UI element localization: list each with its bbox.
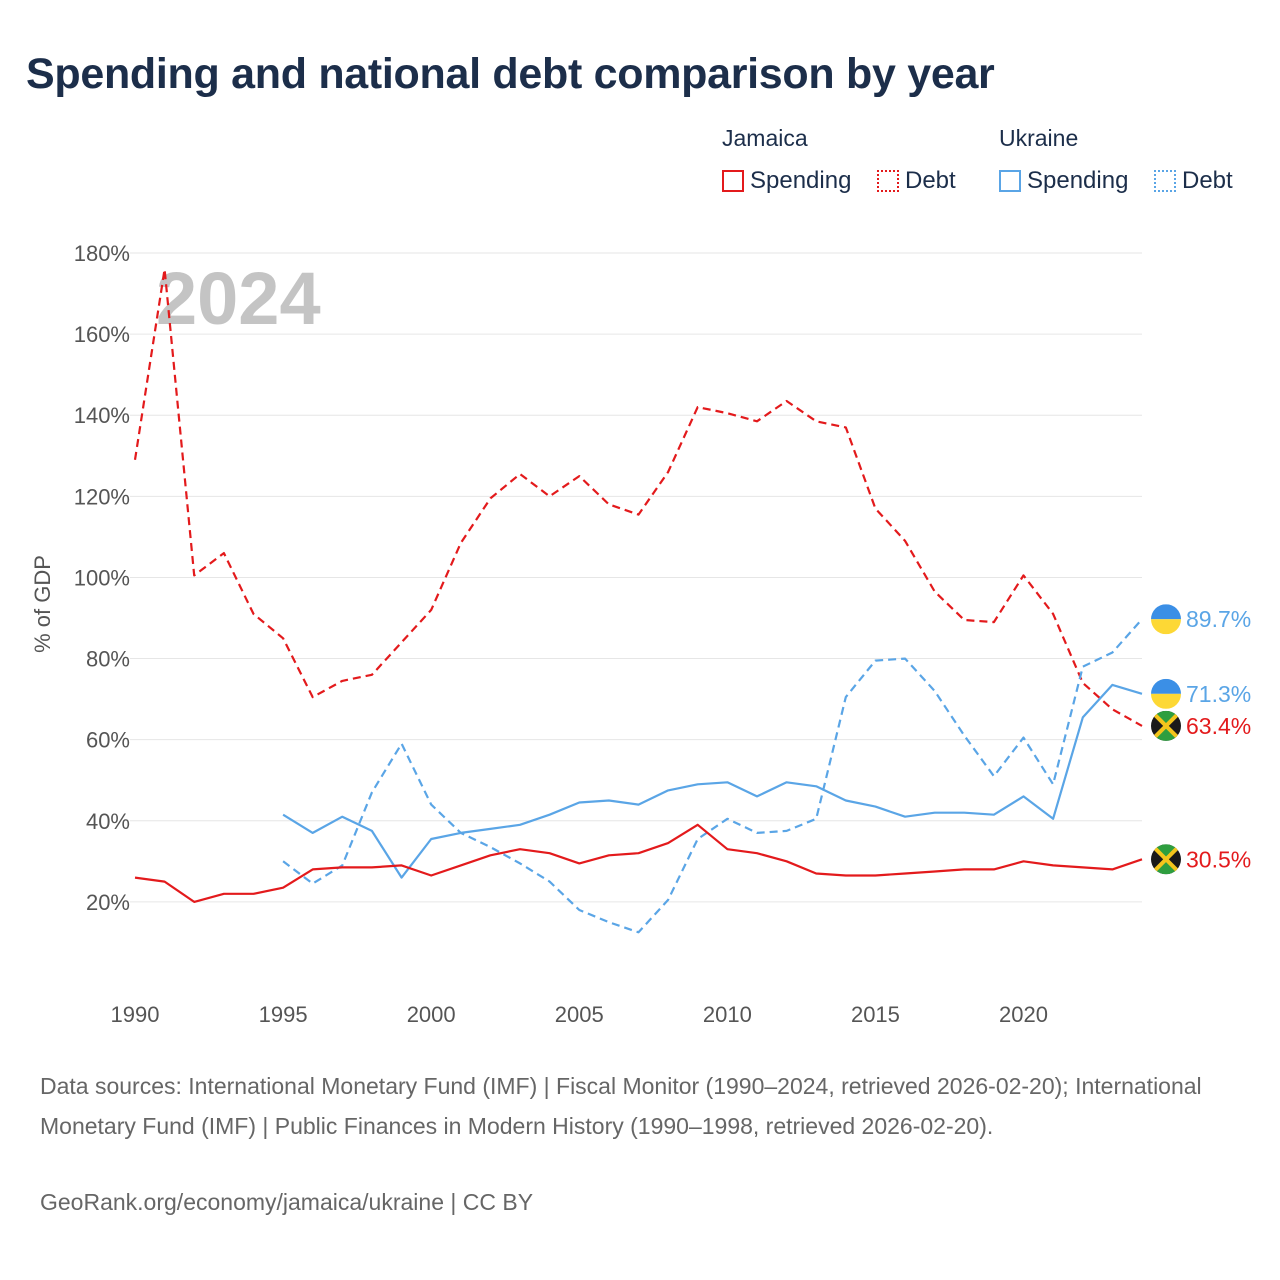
legend-swatch-solid-icon (722, 170, 744, 192)
legend-item-jamaica-spending[interactable]: Spending (722, 167, 851, 195)
series-line-ukraine-debt (282, 618, 1143, 934)
legend-item-jamaica-debt[interactable]: Debt (877, 167, 956, 195)
y-tick-label: 160% (74, 322, 130, 347)
y-tick-label: 60% (86, 728, 130, 753)
ukraine-flag-icon (1151, 604, 1181, 635)
legend-title-ukraine: Ukraine (999, 125, 1079, 151)
x-tick-label: 2005 (555, 1002, 604, 1027)
y-tick-label: 40% (86, 809, 130, 834)
end-value-label: 71.3% (1186, 681, 1251, 707)
grid-lines (130, 252, 1142, 903)
ukraine-flag-icon (1151, 678, 1181, 709)
legend-label: Spending (750, 167, 852, 194)
x-tick-label: 2010 (703, 1002, 752, 1027)
end-value-label: 30.5% (1186, 846, 1251, 872)
legend-title-jamaica: Jamaica (722, 125, 808, 151)
legend-swatch-solid-icon (999, 170, 1021, 192)
legend-swatch-dotted-icon (877, 170, 899, 192)
y-tick-label: 140% (74, 403, 130, 428)
legend-label: Debt (905, 167, 956, 194)
x-tick-label: 2020 (999, 1002, 1048, 1027)
chart-title: Spending and national debt comparison by… (26, 50, 995, 98)
x-axis-tick-labels: 1990 1995 2000 2005 2010 2015 2020 (111, 1002, 1048, 1027)
y-tick-label: 180% (74, 241, 130, 266)
end-value-label: 63.4% (1186, 713, 1251, 739)
end-value-label: 89.7% (1186, 606, 1251, 632)
line-chart: 20%40%60%80%100%120%140%160%180% 1990 199… (30, 241, 1251, 1027)
y-axis-tick-labels: 20% 40% 60% 80% 100% 120% 140% 160% 180% (74, 241, 130, 915)
jamaica-flag-icon (1151, 844, 1181, 875)
series-line-ukraine-spending (282, 683, 1143, 879)
legend-label: Debt (1182, 167, 1233, 194)
y-tick-label: 120% (74, 484, 130, 509)
series-line-jamaica-debt (133, 268, 1143, 727)
legend-item-ukraine-debt[interactable]: Debt (1154, 167, 1233, 195)
x-tick-label: 1995 (259, 1002, 308, 1027)
year-watermark: 2024 (156, 257, 321, 340)
y-tick-label: 20% (86, 890, 130, 915)
x-tick-label: 2015 (851, 1002, 900, 1027)
y-tick-label: 80% (86, 647, 130, 672)
end-markers: 63.4% 89.7% 71.3% 30.5% (1151, 604, 1251, 875)
x-tick-label: 1990 (111, 1002, 160, 1027)
data-sources: Data sources: International Monetary Fun… (40, 1073, 1202, 1139)
legend-label: Spending (1027, 167, 1129, 194)
series-line-jamaica-spending (134, 823, 1143, 904)
legend-item-ukraine-spending[interactable]: Spending (999, 167, 1128, 195)
jamaica-flag-icon (1151, 710, 1181, 741)
credit-link[interactable]: GeoRank.org/economy/jamaica/ukraine | CC… (40, 1189, 534, 1215)
legend-swatch-dotted-icon (1154, 170, 1176, 192)
series-lines (133, 268, 1143, 934)
x-tick-label: 2000 (407, 1002, 456, 1027)
y-axis-label: % of GDP (30, 555, 55, 653)
y-tick-label: 100% (74, 565, 130, 590)
